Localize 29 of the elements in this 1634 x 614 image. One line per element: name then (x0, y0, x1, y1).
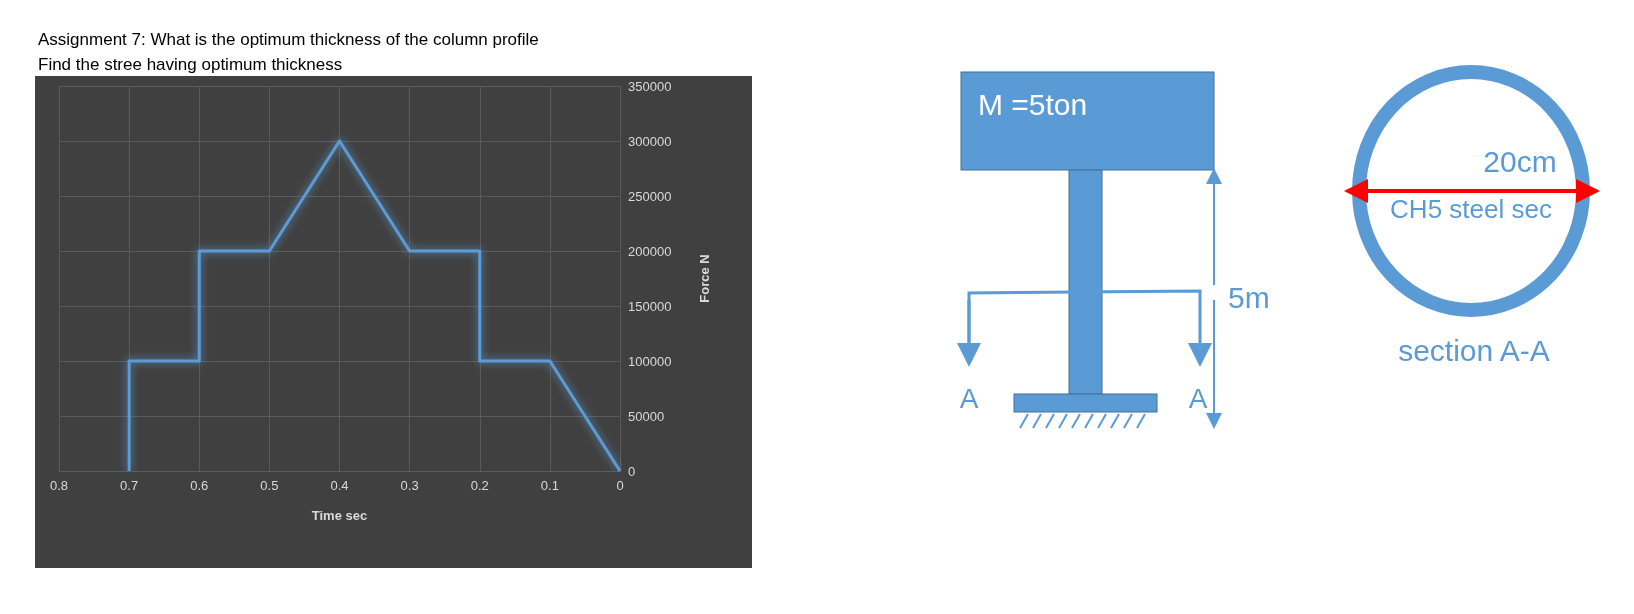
x-tick-label: 0.7 (120, 478, 139, 493)
y-tick-label: 300000 (628, 133, 672, 149)
text: A (1188, 383, 1208, 414)
text: 20cm (1483, 145, 1557, 178)
x-tick-label: 0.2 (470, 478, 489, 493)
y-tick-label: 150000 (628, 298, 672, 314)
y-tick-label: 100000 (628, 353, 672, 369)
y-tick-label: 200000 (628, 243, 672, 259)
x-tick-label: 0.8 (49, 478, 69, 493)
y-tick-label: 350000 (628, 78, 672, 94)
y-tick-label: 0 (628, 463, 636, 479)
x-tick-label: 0 (616, 478, 624, 493)
x-axis-title: Time sec (311, 508, 368, 523)
x-tick-label: 0.4 (330, 478, 349, 493)
text: A (959, 383, 979, 414)
text: 5m (1228, 281, 1270, 314)
text: M =5ton (978, 88, 1088, 121)
chart-title: Assignment 7: What is the optimum thickness of the column profile (38, 30, 539, 50)
chart-subtitle: Find the stree having optimum thickness (38, 55, 343, 75)
text: section A-A (1398, 334, 1550, 367)
y-axis-title: Force N (697, 254, 712, 303)
x-tick-label: 0.5 (260, 478, 279, 493)
line-series (127, 139, 622, 473)
text: CH5 steel sec (1390, 194, 1552, 224)
x-tick-label: 0.1 (540, 478, 559, 493)
x-tick-label: 0.6 (190, 478, 209, 493)
x-tick-label: 0.3 (400, 478, 419, 493)
y-tick-label: 50000 (628, 408, 665, 424)
y-tick-label: 250000 (628, 188, 672, 204)
